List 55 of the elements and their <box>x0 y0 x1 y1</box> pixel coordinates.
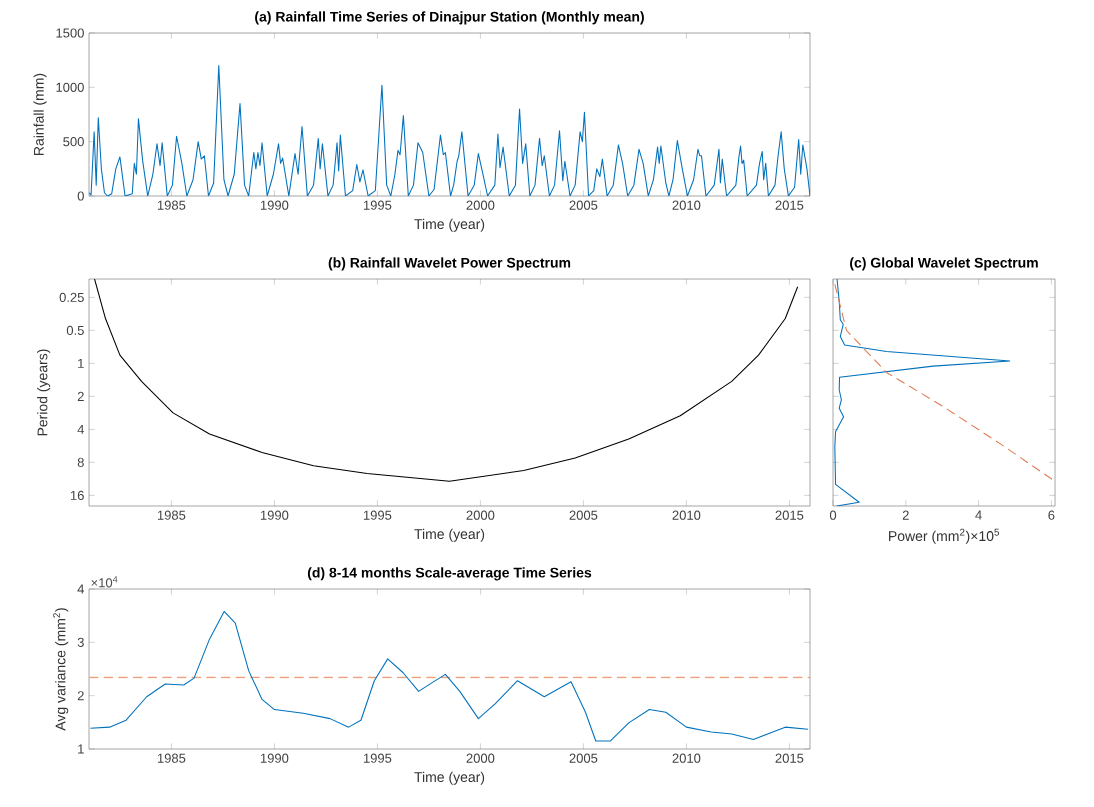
x-tick-label: 2000 <box>466 510 495 520</box>
x-tick-label: 2015 <box>775 510 804 520</box>
x-tick-label: 2 <box>902 510 909 520</box>
y-tick-label: 1 <box>78 358 84 368</box>
line-series <box>89 610 809 742</box>
x-tick-label: 2005 <box>569 200 598 210</box>
chart-title: (d) 8-14 months Scale-average Time Series <box>307 567 592 581</box>
y-axis-title: Avg variance (mm$^{2}$) <box>53 608 69 731</box>
y-tick-label: 16 <box>70 490 84 500</box>
x-tick-label: 1985 <box>157 753 186 763</box>
x-tick-label: 4 <box>975 510 982 520</box>
x-tick-label: 2005 <box>569 510 598 520</box>
x-tick-label: 1990 <box>260 510 289 520</box>
y-tick-label: 4 <box>77 424 85 434</box>
y-tick-label: 1 <box>78 744 84 754</box>
x-tick-label: 2015 <box>775 200 804 210</box>
line-series <box>89 65 811 196</box>
x-tick-label: 2010 <box>672 753 701 763</box>
x-tick-label: 1995 <box>363 200 392 210</box>
y-tick-label: 0.5 <box>66 325 84 335</box>
y-axis-title: Period (years) <box>37 349 51 436</box>
y-tick-label: 0.25 <box>59 292 84 302</box>
x-axis-title: Time (year) <box>414 528 485 542</box>
y-tick-label: 3 <box>77 637 84 647</box>
x-tick-label: 2000 <box>466 753 495 763</box>
x-tick-label: 0 <box>829 510 837 520</box>
x-tick-label: 2000 <box>466 200 495 210</box>
y-tick-label: 8 <box>77 457 84 467</box>
x-tick-label: 1985 <box>157 510 186 520</box>
y-tick-label: 1500 <box>56 28 84 38</box>
x-tick-label: 2015 <box>775 753 804 763</box>
y-tick-label: 1000 <box>56 82 84 92</box>
y-tick-label: 0 <box>77 191 84 201</box>
x-tick-label: 1990 <box>260 753 289 763</box>
chart-title: (c) Global Wavelet Spectrum <box>850 257 1038 271</box>
x-axis-title: Time (year) <box>414 771 485 785</box>
text: ×10$^{4}$ <box>91 576 118 588</box>
line-series <box>94 279 799 482</box>
x-tick-label: 2010 <box>672 200 701 210</box>
x-tick-label: 2010 <box>672 510 701 520</box>
x-tick-label: 1995 <box>363 510 392 520</box>
y-tick-label: 500 <box>63 137 84 147</box>
x-axis-title: Time (year) <box>414 218 485 232</box>
y-tick-label: 4 <box>77 584 85 594</box>
x-tick-label: 2005 <box>569 753 598 763</box>
x-tick-label: 1985 <box>157 200 186 210</box>
chart-title: (a) Rainfall Time Series of Dinajpur Station (Monthly mean) <box>255 11 644 25</box>
x-tick-label: 1990 <box>260 200 289 210</box>
x-axis-title: Power (mm$^{2}$)×10$^{5}$ <box>889 528 1000 544</box>
y-axis-title: Rainfall (mm) <box>33 73 47 155</box>
x-tick-label: 6 <box>1048 510 1055 520</box>
y-tick-label: 2 <box>77 391 84 401</box>
y-tick-label: 2 <box>77 691 84 701</box>
chart-title: (b) Rainfall Wavelet Power Spectrum <box>328 257 571 271</box>
x-tick-label: 1995 <box>363 753 392 763</box>
